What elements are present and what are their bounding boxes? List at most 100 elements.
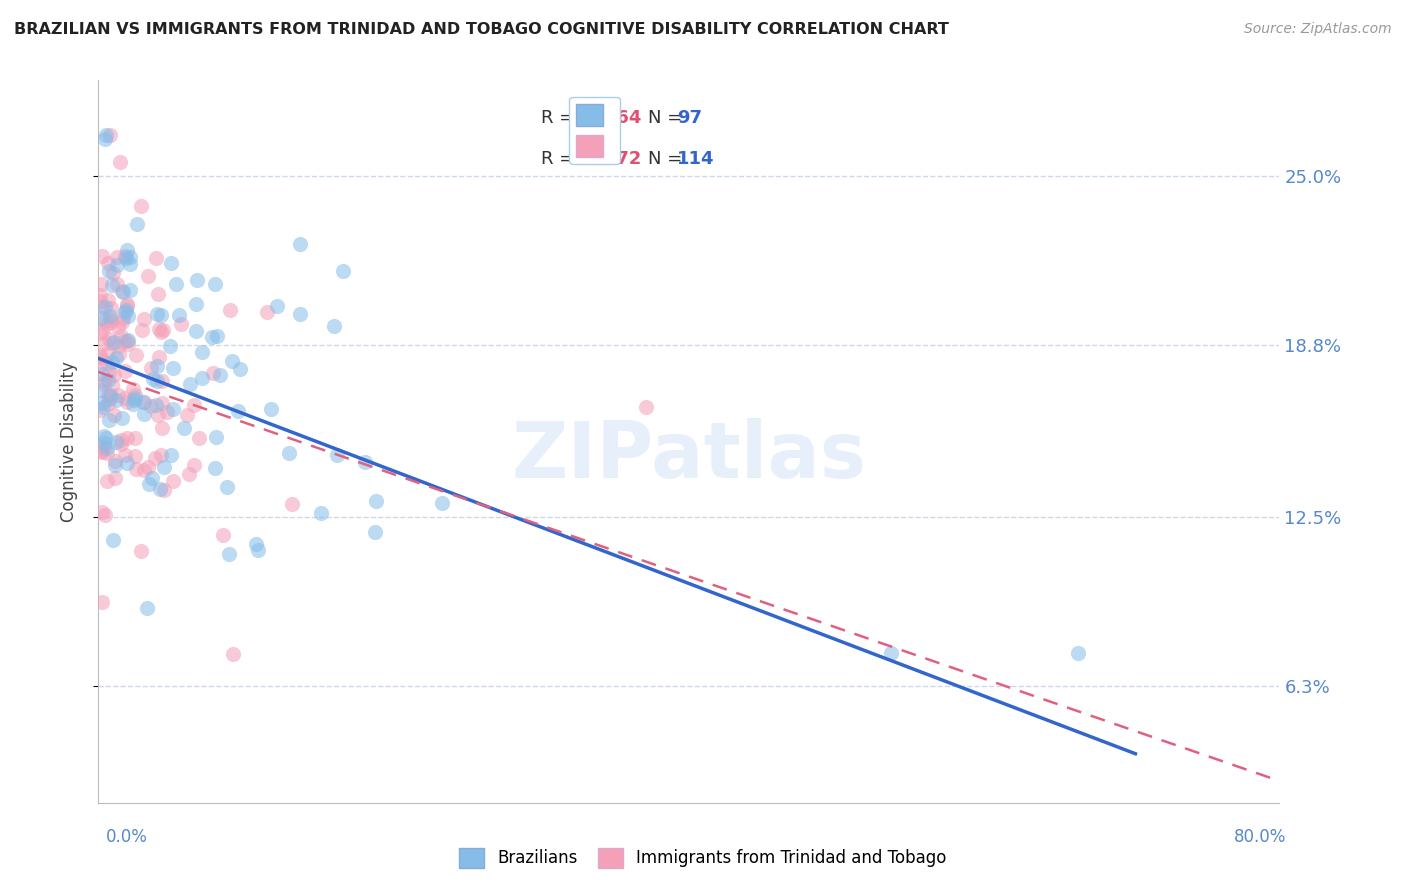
Point xyxy=(112,285,135,299)
Point xyxy=(132,311,155,326)
Point xyxy=(96,356,118,370)
Point xyxy=(91,248,114,262)
Text: N =: N = xyxy=(648,151,688,169)
Point xyxy=(141,360,163,375)
Point xyxy=(326,448,349,462)
Point xyxy=(354,455,377,469)
Point xyxy=(100,390,122,404)
Point xyxy=(430,496,453,510)
Point xyxy=(260,402,283,417)
Point xyxy=(218,547,240,561)
Point xyxy=(122,393,145,408)
Point xyxy=(110,433,132,447)
Point xyxy=(93,435,115,450)
Text: R =: R = xyxy=(541,109,581,128)
Point xyxy=(91,400,114,414)
Point xyxy=(165,277,187,291)
Point xyxy=(96,317,118,331)
Point xyxy=(100,313,122,327)
Point xyxy=(879,646,901,660)
Point xyxy=(114,251,136,265)
Point xyxy=(96,441,118,455)
Point xyxy=(145,374,167,388)
Point xyxy=(134,407,156,421)
Point xyxy=(153,483,176,497)
Text: -0.172: -0.172 xyxy=(576,151,641,169)
Point xyxy=(179,377,201,392)
Point xyxy=(211,528,233,542)
Point xyxy=(256,304,278,318)
Point xyxy=(89,326,111,341)
Point xyxy=(222,647,245,661)
Point xyxy=(138,476,160,491)
Point xyxy=(150,421,173,435)
Point xyxy=(91,505,114,519)
Point xyxy=(98,365,121,379)
Point xyxy=(105,258,128,272)
Point xyxy=(117,333,139,347)
Point xyxy=(125,462,148,476)
Point xyxy=(115,243,138,257)
Point xyxy=(117,337,139,351)
Point xyxy=(124,387,146,401)
Point xyxy=(1067,646,1090,660)
Point xyxy=(111,310,134,325)
Point xyxy=(152,323,174,337)
Point xyxy=(246,542,269,557)
Point xyxy=(177,467,200,481)
Point xyxy=(97,263,120,277)
Point xyxy=(127,218,149,232)
Point xyxy=(100,315,122,329)
Point xyxy=(131,322,153,336)
Point xyxy=(91,444,114,458)
Point xyxy=(100,301,122,315)
Point xyxy=(159,256,181,270)
Point xyxy=(101,266,124,280)
Legend: Brazilians, Immigrants from Trinidad and Tobago: Brazilians, Immigrants from Trinidad and… xyxy=(453,841,953,875)
Point xyxy=(125,348,148,362)
Point xyxy=(148,350,170,364)
Point xyxy=(150,395,173,409)
Point xyxy=(218,303,240,318)
Text: R =: R = xyxy=(541,151,581,169)
Text: 80.0%: 80.0% xyxy=(1234,828,1286,846)
Point xyxy=(148,322,170,336)
Point xyxy=(90,277,112,292)
Point xyxy=(149,448,172,462)
Point xyxy=(96,446,118,460)
Point xyxy=(136,460,159,475)
Point xyxy=(191,371,214,385)
Point xyxy=(188,431,211,445)
Point xyxy=(114,364,136,378)
Point xyxy=(105,250,128,264)
Point xyxy=(132,462,155,476)
Point xyxy=(114,392,136,406)
Point xyxy=(93,377,115,392)
Point xyxy=(108,155,131,169)
Text: -0.464: -0.464 xyxy=(576,109,641,128)
Point xyxy=(150,374,173,388)
Point xyxy=(103,368,125,382)
Text: BRAZILIAN VS IMMIGRANTS FROM TRINIDAD AND TOBAGO COGNITIVE DISABILITY CORRELATIO: BRAZILIAN VS IMMIGRANTS FROM TRINIDAD AN… xyxy=(14,22,949,37)
Point xyxy=(89,348,111,362)
Point xyxy=(89,359,111,373)
Point xyxy=(191,344,214,359)
Point xyxy=(89,350,111,364)
Point xyxy=(100,336,122,351)
Point xyxy=(110,315,132,329)
Point xyxy=(124,391,146,405)
Point xyxy=(107,277,129,291)
Point xyxy=(183,458,205,472)
Point xyxy=(221,354,243,368)
Text: ZIPatlas: ZIPatlas xyxy=(512,418,866,494)
Point xyxy=(160,448,183,462)
Point xyxy=(97,396,120,410)
Point xyxy=(141,400,163,414)
Point xyxy=(91,324,114,338)
Point xyxy=(141,470,163,484)
Point xyxy=(104,471,127,485)
Point xyxy=(112,334,135,349)
Point xyxy=(94,312,117,326)
Point xyxy=(107,388,129,402)
Point xyxy=(167,308,190,322)
